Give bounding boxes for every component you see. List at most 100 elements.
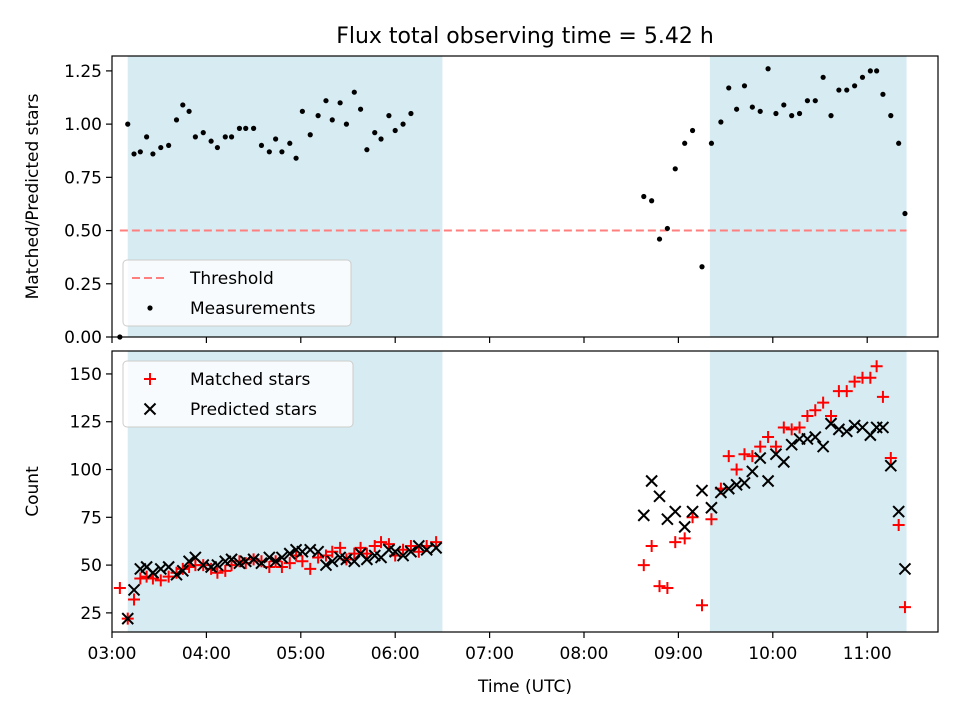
measurement-point xyxy=(372,130,378,136)
measurement-point xyxy=(672,166,678,172)
predicted-star-point xyxy=(319,558,333,572)
matched-star-point xyxy=(653,580,666,593)
legend-predicted-handle xyxy=(143,402,157,416)
measurement-point xyxy=(258,142,265,149)
matched-star-point xyxy=(754,440,767,453)
predicted-star-point xyxy=(785,438,798,451)
measurement-point xyxy=(158,144,164,151)
measurement-point xyxy=(392,127,398,134)
predicted-star-point xyxy=(898,562,912,576)
matched-star-point xyxy=(354,541,367,554)
matched-star-point xyxy=(840,385,853,398)
matched-star-point xyxy=(283,557,296,570)
predicted-star-point xyxy=(669,505,682,518)
predicted-star-point xyxy=(824,417,838,430)
predicted-star-point xyxy=(182,555,196,568)
matched-star-point xyxy=(892,518,905,531)
measurement-point xyxy=(859,74,866,80)
predicted-star-point xyxy=(360,553,374,566)
matched-star-point xyxy=(404,539,417,552)
predicted-star-point xyxy=(275,551,289,564)
predicted-star-point xyxy=(263,551,276,564)
matched-star-point xyxy=(722,450,735,463)
predicted-star-point xyxy=(705,501,718,514)
measurement-point xyxy=(408,110,414,117)
measurement-point xyxy=(749,104,755,110)
predicted-star-point xyxy=(255,556,268,570)
measurement-point xyxy=(329,117,335,123)
matched-star-point xyxy=(368,539,381,552)
predicted-star-point xyxy=(283,547,296,560)
matched-star-point xyxy=(825,409,838,422)
predicted-star-point xyxy=(892,505,905,518)
top-panel: 0.00 0.25 0.50 0.75 1.00 1.25 Matched/Predicte… xyxy=(23,55,939,348)
predicted-star-point xyxy=(777,455,791,469)
matched-star-point xyxy=(219,564,232,577)
measurement-point xyxy=(796,110,803,117)
matched-star-point xyxy=(211,566,224,579)
matched-star-point xyxy=(146,572,159,585)
matched-star-point xyxy=(669,536,682,549)
x-tick-label: 11:00 xyxy=(843,644,892,664)
x-tick-label: 05:00 xyxy=(276,644,325,664)
observing-window xyxy=(709,56,907,337)
predicted-star-point xyxy=(170,568,183,581)
measurement-point xyxy=(699,264,705,270)
matched-star-point xyxy=(430,536,443,549)
matched-star-point xyxy=(678,532,691,545)
legend-label: Measurements xyxy=(190,299,316,319)
x-tick-label: 04:00 xyxy=(182,644,231,664)
matched-star-point xyxy=(183,561,196,574)
matched-star-point xyxy=(134,572,147,585)
matched-star-point xyxy=(686,511,699,524)
matched-star-point xyxy=(360,547,373,560)
legend-box xyxy=(122,259,352,327)
measurement-point xyxy=(125,121,131,127)
measurement-point xyxy=(828,113,834,119)
measurement-point xyxy=(236,125,243,131)
matched-star-point xyxy=(785,423,798,436)
y-tick-label: 100 xyxy=(70,461,102,481)
matched-star-point xyxy=(382,538,395,551)
predicted-star-point xyxy=(211,558,224,572)
y-axis-label: Count xyxy=(23,466,43,517)
measurement-point xyxy=(400,121,406,127)
measurement-point xyxy=(874,68,880,74)
legend-matched-handle xyxy=(144,373,156,385)
matched-star-point xyxy=(225,559,238,572)
matched-star-point xyxy=(738,448,751,461)
x-axis-label: Time (UTC) xyxy=(477,677,572,697)
measurement-point xyxy=(765,66,771,72)
measurement-point xyxy=(228,134,235,140)
predicted-star-point xyxy=(809,430,822,444)
predicted-star-point xyxy=(678,520,691,534)
y-axis-label: Matched/Predicted stars xyxy=(23,93,43,299)
measurement-point xyxy=(664,225,670,232)
x-tick-label: 10:00 xyxy=(748,644,797,664)
measurement-point xyxy=(734,106,740,112)
measurement-point xyxy=(343,121,350,127)
matched-star-point xyxy=(876,390,889,403)
x-tick-label: 09:00 xyxy=(654,644,703,664)
measurement-point xyxy=(852,83,858,89)
matched-star-point xyxy=(397,543,410,556)
matched-star-point xyxy=(769,440,782,453)
matched-star-point xyxy=(312,551,325,564)
predicted-star-point xyxy=(429,541,443,555)
y-tick-label: 0.50 xyxy=(64,222,102,242)
predicted-star-point xyxy=(714,486,728,499)
measurement-point xyxy=(844,87,850,93)
measurement-point xyxy=(386,113,392,119)
predicted-star-point xyxy=(146,566,160,579)
matched-star-point xyxy=(817,396,830,409)
predicted-star-point xyxy=(738,476,751,490)
measurement-point xyxy=(888,113,894,119)
measurement-point xyxy=(299,108,305,114)
measurement-point xyxy=(307,132,313,138)
measurement-point xyxy=(902,210,908,217)
y-tick-label: 150 xyxy=(70,365,102,385)
matched-star-point xyxy=(375,536,388,549)
predicted-star-point xyxy=(761,474,775,488)
measurement-point xyxy=(773,110,779,117)
measurement-point xyxy=(214,144,221,151)
